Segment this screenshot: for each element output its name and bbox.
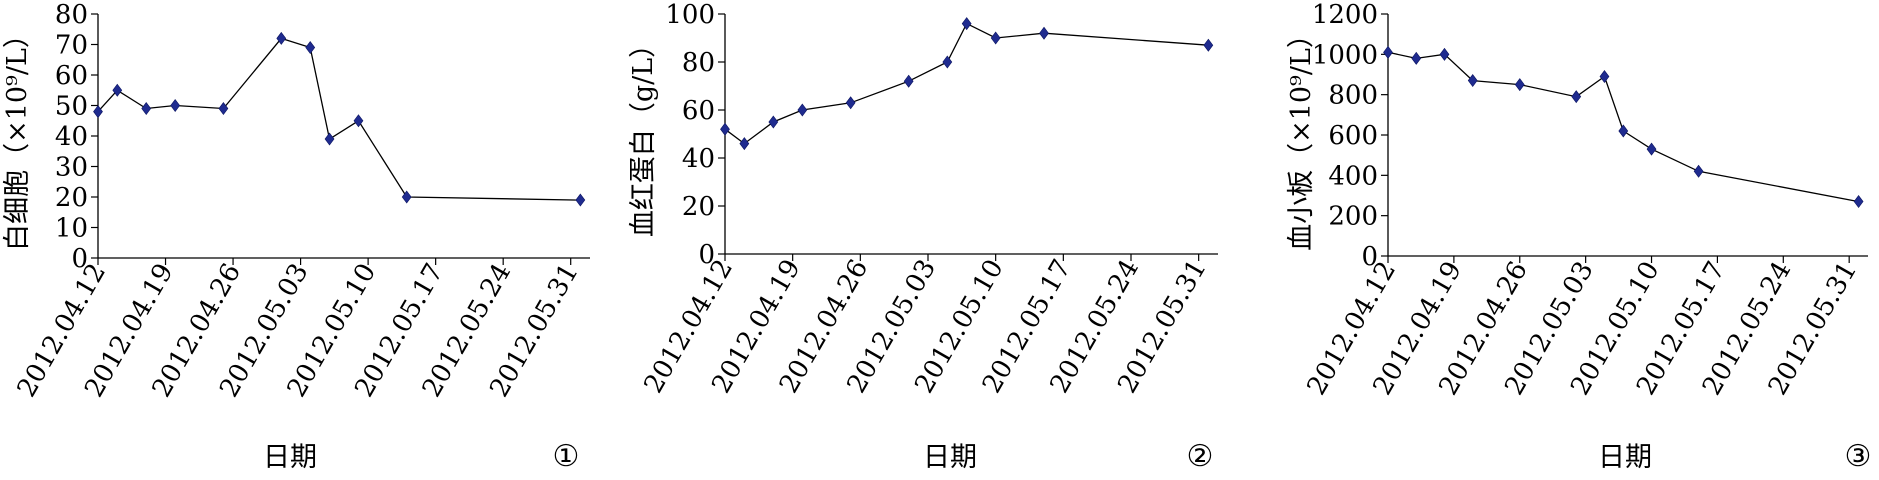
y-tick-label: 100 — [665, 0, 715, 30]
y-tick-label: 1000 — [1312, 40, 1378, 70]
series-line — [97, 37, 581, 201]
y-tick-label: 80 — [55, 0, 88, 30]
data-point — [1039, 26, 1049, 40]
data-point — [961, 17, 972, 31]
y-tick-label: 600 — [1328, 121, 1378, 151]
y-tick-label: 70 — [55, 31, 88, 61]
data-point — [1411, 51, 1422, 65]
y-tick-label: 200 — [1328, 202, 1378, 232]
data-point — [903, 74, 914, 88]
data-point — [797, 103, 808, 117]
y-axis-title: 血红蛋白（g/L） — [628, 31, 659, 237]
panel-label: ① — [553, 439, 580, 474]
y-tick-label: 1200 — [1312, 0, 1378, 30]
y-tick-label: 800 — [1328, 81, 1378, 111]
data-point — [324, 132, 335, 146]
data-point — [1439, 47, 1450, 61]
y-tick-label: 40 — [682, 144, 715, 174]
data-point — [112, 83, 123, 97]
y-axis-title: 血小板（×10⁹/L） — [1286, 21, 1317, 251]
data-point — [93, 105, 103, 119]
y-tick-label: 30 — [55, 153, 88, 183]
y-tick-label: 50 — [55, 92, 88, 122]
data-point — [305, 41, 316, 55]
y-tick-label: 0 — [71, 244, 88, 274]
data-point — [1383, 45, 1393, 59]
y-tick-label: 60 — [55, 61, 88, 91]
data-point — [1853, 195, 1864, 209]
data-point — [845, 96, 856, 110]
data-point — [276, 31, 287, 45]
data-point — [141, 102, 152, 116]
x-axis-title: 日期 — [1598, 442, 1652, 473]
y-tick-label: 60 — [682, 96, 715, 126]
data-point — [990, 31, 1001, 45]
data-point — [1599, 70, 1610, 84]
data-point — [1646, 142, 1657, 156]
y-tick-label: 0 — [698, 240, 715, 270]
data-point — [1693, 164, 1704, 178]
y-tick-label: 0 — [1361, 242, 1378, 272]
data-point — [739, 137, 750, 151]
y-tick-label: 10 — [55, 214, 88, 244]
data-point — [720, 122, 730, 136]
data-point — [1618, 124, 1629, 138]
y-tick-label: 20 — [55, 183, 88, 213]
data-point — [1514, 78, 1525, 92]
panel-label: ② — [1187, 439, 1214, 474]
data-point — [1203, 38, 1214, 52]
data-point — [768, 115, 779, 129]
series-line — [724, 22, 1209, 145]
data-point — [1467, 74, 1478, 88]
y-tick-label: 40 — [55, 122, 88, 152]
data-point — [401, 190, 412, 204]
data-point — [1571, 90, 1582, 104]
y-tick-label: 80 — [682, 48, 715, 78]
x-axis-title: 日期 — [263, 442, 317, 473]
panel-label: ③ — [1845, 439, 1872, 474]
data-point — [942, 55, 953, 69]
data-point — [353, 114, 364, 128]
y-axis-title: 白细胞（×10⁹/L） — [2, 21, 33, 251]
data-point — [218, 102, 229, 116]
y-tick-label: 20 — [682, 192, 715, 222]
data-point — [575, 193, 586, 207]
y-tick-label: 400 — [1328, 161, 1378, 191]
x-axis-title: 日期 — [923, 442, 977, 473]
data-point — [170, 99, 181, 112]
